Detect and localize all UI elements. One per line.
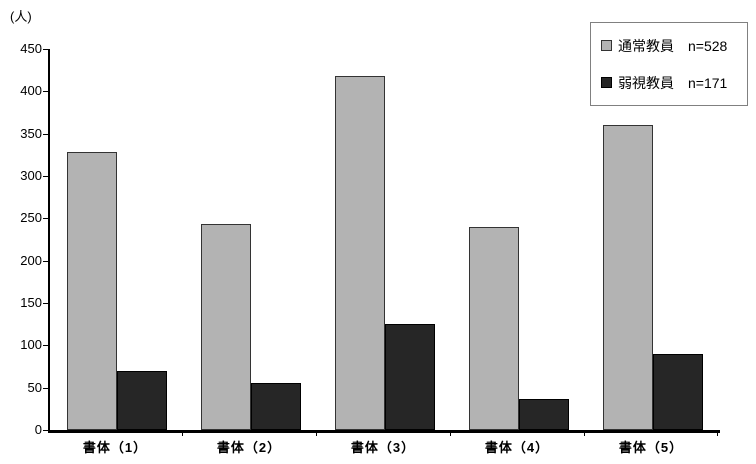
y-tick xyxy=(43,91,48,93)
bar xyxy=(201,224,251,430)
legend-item: 通常教員 n=528 xyxy=(601,36,743,56)
bar xyxy=(469,226,519,430)
y-tick-label: 350 xyxy=(20,125,42,141)
x-tick xyxy=(316,430,317,436)
bar xyxy=(603,125,653,430)
x-tick xyxy=(717,430,718,436)
y-tick xyxy=(43,345,48,347)
y-tick-label: 250 xyxy=(20,210,42,226)
y-tick xyxy=(43,133,48,135)
x-axis-label: 書体（1） xyxy=(82,440,148,455)
y-tick xyxy=(43,218,48,220)
y-tick-label: 100 xyxy=(20,337,42,353)
y-tick-label: 400 xyxy=(20,83,42,99)
bar xyxy=(653,353,703,430)
legend-marker xyxy=(601,40,612,51)
bar xyxy=(519,398,569,430)
bar xyxy=(67,152,117,430)
y-tick xyxy=(43,303,48,304)
y-tick-label: 450 xyxy=(20,41,42,56)
x-axis-label: 書体（5） xyxy=(618,440,684,455)
x-tick xyxy=(182,430,183,436)
y-tick xyxy=(43,176,48,177)
legend-n: n=528 xyxy=(688,37,728,54)
x-axis-label: 書体（2） xyxy=(216,440,282,455)
x-tick xyxy=(450,430,451,436)
y-tick xyxy=(43,387,48,389)
bar xyxy=(335,76,385,430)
y-tick-label: 50 xyxy=(27,379,42,395)
bar xyxy=(251,382,301,430)
x-axis-label: 書体（3） xyxy=(350,440,416,455)
y-tick-label: 300 xyxy=(20,168,42,183)
x-axis-label: 書体（4） xyxy=(484,440,550,455)
legend: 通常教員 n=528 弱視教員 n=171 xyxy=(590,22,748,106)
y-tick-label: 200 xyxy=(20,252,42,268)
y-tick-label: 150 xyxy=(20,295,42,310)
legend-n: n=171 xyxy=(688,74,728,91)
y-tick xyxy=(43,260,48,262)
bar xyxy=(385,324,435,430)
legend-item: 弱視教員 n=171 xyxy=(601,73,743,93)
y-tick xyxy=(43,430,48,431)
plot-area xyxy=(48,49,720,433)
legend-marker xyxy=(601,77,612,88)
y-tick xyxy=(43,49,48,50)
x-tick xyxy=(584,430,585,436)
legend-label: 通常教員 xyxy=(618,37,674,54)
y-axis-unit-label: (人) xyxy=(10,9,32,24)
legend-label: 弱視教員 xyxy=(618,74,674,91)
y-tick-label: 0 xyxy=(34,422,42,437)
bar xyxy=(117,370,167,430)
